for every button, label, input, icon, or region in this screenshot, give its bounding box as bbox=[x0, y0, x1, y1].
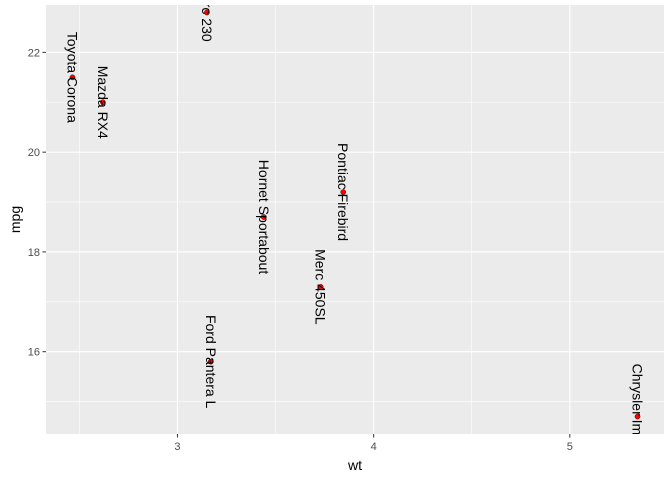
data-point bbox=[69, 74, 76, 81]
y-tick-label: 20 bbox=[28, 147, 40, 159]
point-label: Ford Pantera L bbox=[203, 315, 219, 409]
x-tick-label: 5 bbox=[567, 441, 573, 453]
point-label: Merc 230 bbox=[199, 0, 215, 42]
data-point bbox=[634, 413, 641, 420]
y-tick-label: 22 bbox=[28, 47, 40, 59]
x-axis-title: wt bbox=[347, 457, 362, 473]
point-label: Chrysler Imperial bbox=[630, 364, 646, 470]
point-label: Hornet Sportabout bbox=[256, 160, 272, 275]
point-labels: Toyota Corona Mazda RX4 Merc 230 Pontiac Fi… bbox=[64, 0, 646, 470]
y-axis-title: mpg bbox=[7, 206, 23, 233]
point-label: Mazda RX4 bbox=[95, 66, 111, 139]
x-axis-ticks: 3 4 5 bbox=[174, 434, 573, 453]
data-points bbox=[69, 9, 641, 420]
y-tick-label: 16 bbox=[28, 347, 40, 359]
point-label: Toyota Corona bbox=[64, 32, 80, 123]
y-tick-label: 18 bbox=[28, 247, 40, 259]
x-tick-label: 4 bbox=[371, 441, 377, 453]
point-label: Pontiac Firebird bbox=[335, 143, 351, 241]
data-point bbox=[260, 214, 267, 220]
y-axis-ticks: 16 18 20 22 bbox=[28, 47, 46, 359]
data-point bbox=[100, 99, 106, 106]
grid-lines bbox=[46, 5, 664, 434]
x-tick-label: 3 bbox=[174, 441, 180, 453]
data-point bbox=[207, 358, 214, 365]
data-point bbox=[340, 189, 347, 195]
plot-panel bbox=[46, 5, 664, 434]
point-label: Merc 450SL bbox=[313, 249, 329, 325]
data-point bbox=[204, 9, 210, 16]
data-point bbox=[317, 284, 324, 290]
